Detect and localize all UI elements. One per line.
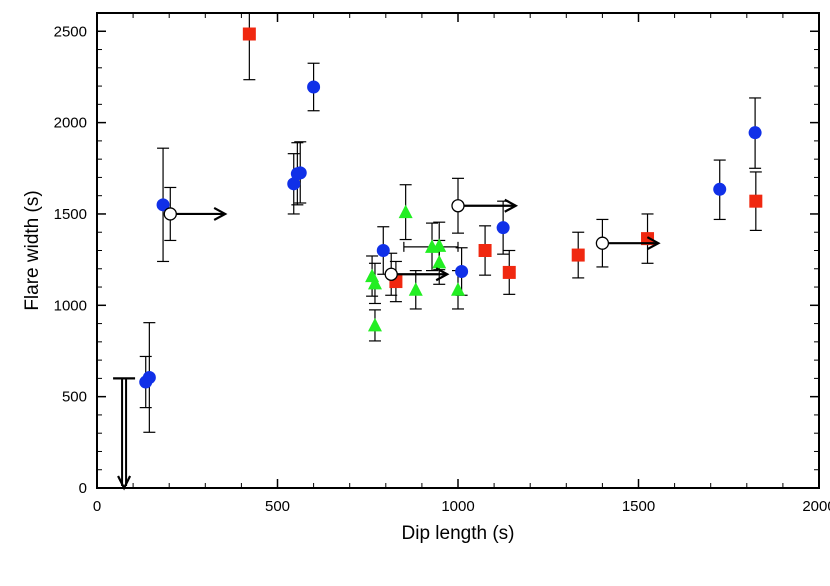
blue-circle-point bbox=[748, 126, 762, 140]
x-tick-label: 500 bbox=[265, 498, 290, 515]
red-square-point bbox=[749, 194, 763, 208]
red-square-point bbox=[502, 265, 516, 279]
blue-circle-point bbox=[287, 177, 301, 191]
blue-circle-point bbox=[293, 166, 307, 180]
y-tick-label: 0 bbox=[79, 480, 87, 497]
blue-circle-point bbox=[156, 198, 170, 212]
y-tick-label: 1500 bbox=[54, 206, 87, 223]
y-tick-label: 1000 bbox=[54, 297, 87, 314]
green-triangle-point bbox=[432, 238, 447, 252]
blue-circle-point bbox=[376, 244, 390, 257]
green-triangle-point bbox=[367, 317, 382, 332]
green-triangle-point bbox=[367, 275, 382, 290]
y-tick-label: 500 bbox=[62, 389, 87, 406]
data-markers bbox=[113, 27, 763, 491]
plot-area-frame bbox=[96, 12, 820, 489]
red-square-point bbox=[641, 232, 655, 246]
upper-limit-arrow-head bbox=[117, 475, 132, 491]
green-triangle-point bbox=[451, 282, 465, 296]
x-tick-label: 1500 bbox=[622, 498, 655, 515]
open-circle-point bbox=[451, 199, 465, 213]
blue-circle-point bbox=[496, 221, 510, 235]
x-tick-label: 1000 bbox=[441, 498, 474, 515]
y-tick-label: 2500 bbox=[54, 23, 87, 40]
error-bars bbox=[139, 12, 762, 433]
x-axis-label: Dip length (s) bbox=[402, 523, 515, 544]
open-circle-point bbox=[384, 267, 398, 281]
x-tick-label: 2000 bbox=[802, 498, 830, 515]
lower-limit-arrow-head bbox=[213, 206, 228, 221]
lower-limit-arrow-head bbox=[504, 198, 519, 213]
lower-limit-arrow-head bbox=[646, 236, 661, 251]
red-square-point bbox=[571, 248, 585, 262]
open-circle-point bbox=[163, 207, 177, 221]
blue-circle-point bbox=[307, 80, 321, 94]
green-triangle-point bbox=[432, 254, 447, 269]
blue-circle-point bbox=[142, 370, 156, 384]
blue-circle-point bbox=[455, 265, 469, 279]
lower-limit-arrow-head bbox=[435, 267, 450, 282]
blue-circle-point bbox=[713, 182, 727, 196]
green-triangle-point bbox=[408, 282, 423, 296]
green-triangle-point bbox=[398, 204, 413, 219]
red-square-point bbox=[242, 27, 256, 41]
red-square-point bbox=[478, 244, 492, 257]
tick-labels: 0 500 1000 1500 2000 0 500 1000 1500 2000 2500 bbox=[54, 23, 830, 515]
x-tick-label: 0 bbox=[93, 498, 101, 515]
y-axis-label: Flare width (s) bbox=[22, 190, 43, 310]
y-tick-label: 2000 bbox=[54, 115, 87, 132]
open-circle-point bbox=[595, 236, 610, 250]
